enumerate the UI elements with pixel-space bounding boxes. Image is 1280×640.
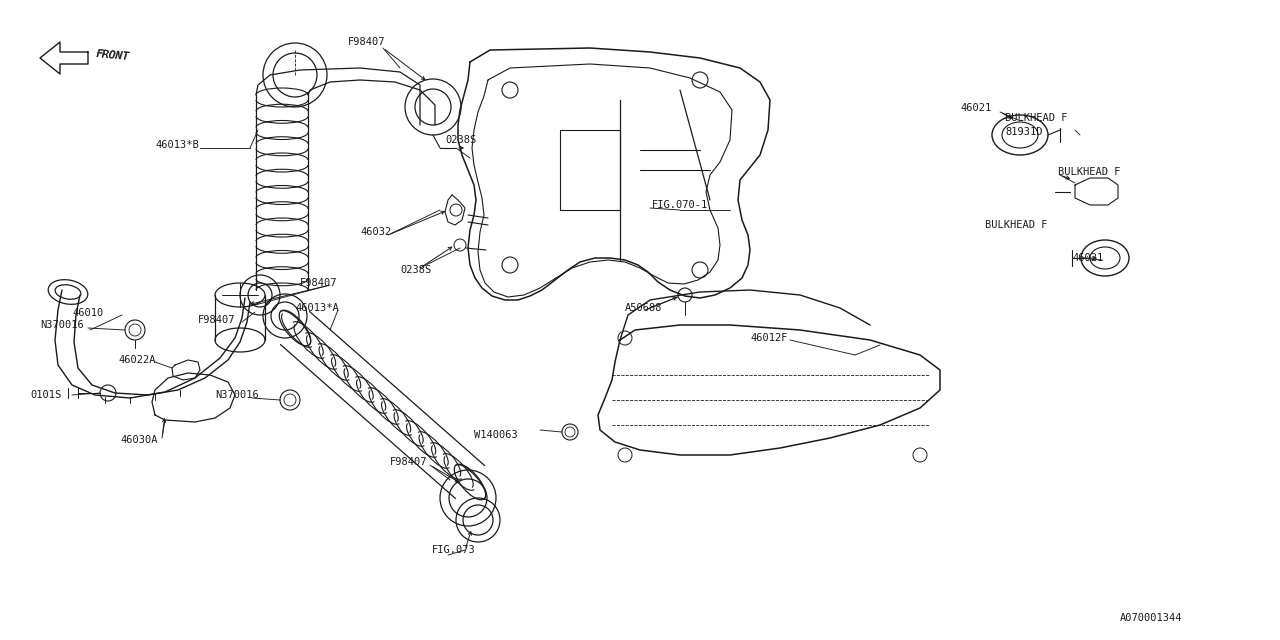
- Text: 81931D: 81931D: [1005, 127, 1042, 137]
- Text: 46030A: 46030A: [120, 435, 157, 445]
- Text: F98407: F98407: [300, 278, 338, 288]
- Text: 46022A: 46022A: [118, 355, 155, 365]
- Text: F98407: F98407: [390, 457, 428, 467]
- Text: 0238S: 0238S: [399, 265, 431, 275]
- Text: FRONT: FRONT: [95, 49, 129, 61]
- Text: 46032: 46032: [360, 227, 392, 237]
- Text: FRONT: FRONT: [95, 49, 129, 61]
- Text: BULKHEAD F: BULKHEAD F: [1005, 113, 1068, 123]
- Text: A070001344: A070001344: [1120, 613, 1183, 623]
- Text: FIG.070-1: FIG.070-1: [652, 200, 708, 210]
- Text: 46013*A: 46013*A: [294, 303, 339, 313]
- Text: BULKHEAD F: BULKHEAD F: [986, 220, 1047, 230]
- Text: 46013*B: 46013*B: [155, 140, 198, 150]
- Text: 46010: 46010: [72, 308, 104, 318]
- Text: 0238S: 0238S: [445, 135, 476, 145]
- Text: F98407: F98407: [348, 37, 385, 47]
- Text: 46021: 46021: [960, 103, 991, 113]
- Text: W140063: W140063: [474, 430, 517, 440]
- Text: 0101S: 0101S: [29, 390, 61, 400]
- Text: N370016: N370016: [215, 390, 259, 400]
- Text: FIG.073: FIG.073: [433, 545, 476, 555]
- Text: 46012F: 46012F: [750, 333, 787, 343]
- Text: F98407: F98407: [198, 315, 236, 325]
- Text: A50688: A50688: [625, 303, 663, 313]
- Text: 46021: 46021: [1073, 253, 1103, 263]
- Text: N370016: N370016: [40, 320, 83, 330]
- Text: BULKHEAD F: BULKHEAD F: [1059, 167, 1120, 177]
